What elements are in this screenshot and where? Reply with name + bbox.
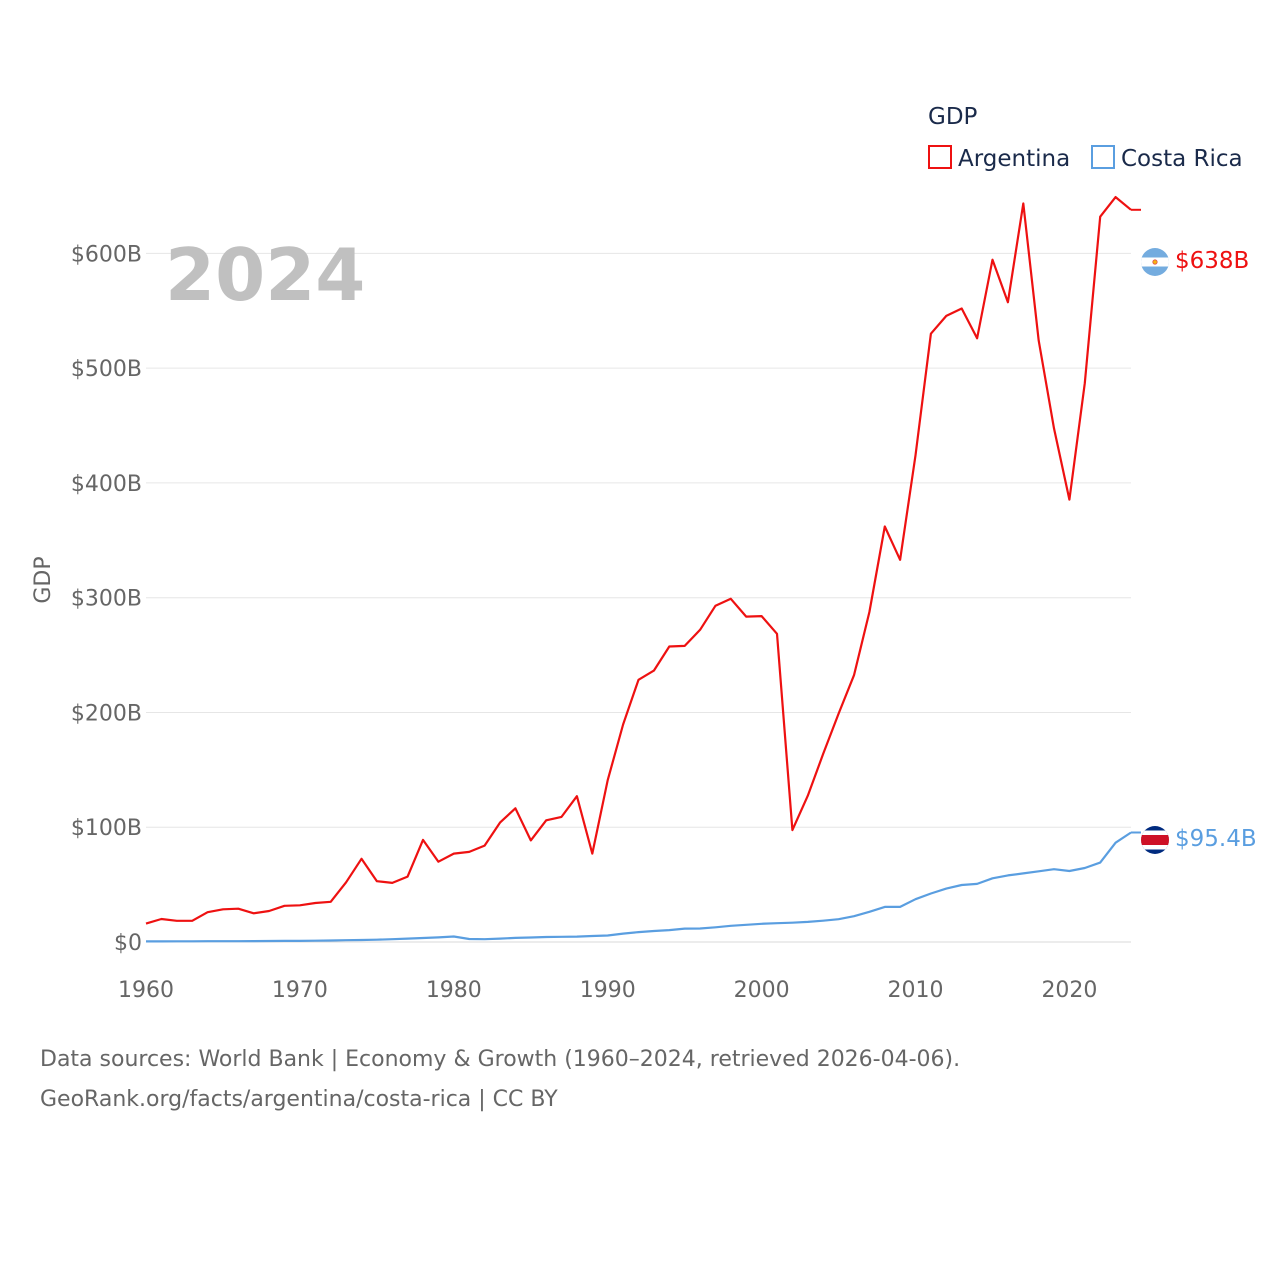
x-tick-label: 1990	[580, 978, 636, 1003]
year-label: 2024	[165, 233, 365, 317]
legend-swatch-argentina[interactable]	[928, 145, 952, 169]
y-axis-title: GDP	[31, 556, 56, 603]
x-tick-label: 2020	[1041, 978, 1097, 1003]
legend: GDP Argentina Costa Rica	[928, 104, 1243, 172]
source-line-2: GeoRank.org/facts/argentina/costa-rica |…	[40, 1087, 558, 1112]
y-tick-label: $600B	[71, 242, 142, 267]
x-tick-label: 1970	[272, 978, 328, 1003]
series-layer	[145, 196, 1141, 943]
x-tick-label: 2000	[734, 978, 790, 1003]
argentina-flag-icon	[1141, 248, 1169, 276]
series-line-costa-rica[interactable]	[146, 831, 1132, 943]
y-axis-ticks: $0 $100B $200B $300B $400B $500B $600B	[71, 242, 142, 956]
x-tick-label: 1960	[118, 978, 174, 1003]
x-tick-label: 2010	[888, 978, 944, 1003]
legend-label-argentina[interactable]: Argentina	[958, 146, 1070, 172]
series-line-argentina[interactable]	[145, 196, 1132, 925]
y-tick-label: $300B	[71, 587, 142, 612]
source-note: Data sources: World Bank | Economy & Gro…	[40, 1040, 960, 1120]
end-label-costa-rica: $95.4B	[1175, 826, 1257, 852]
legend-label-costa-rica[interactable]: Costa Rica	[1121, 146, 1243, 172]
legend-title: GDP	[928, 104, 978, 130]
y-tick-label: $200B	[71, 701, 142, 726]
gdp-line-chart: $0 $100B $200B $300B $400B $500B $600B 1960 197…	[31, 104, 1257, 1003]
end-markers: $638B $95.4B	[1141, 248, 1257, 854]
y-tick-label: $400B	[71, 472, 142, 497]
y-tick-label: $100B	[71, 816, 142, 841]
x-axis-ticks: 1960 1970 1980 1990 2000 2010 2020	[118, 978, 1097, 1003]
costa-rica-flag-icon	[1141, 826, 1169, 854]
end-label-argentina: $638B	[1175, 248, 1249, 274]
x-tick-label: 1980	[426, 978, 482, 1003]
source-line-1: Data sources: World Bank | Economy & Gro…	[40, 1047, 961, 1072]
gridlines	[146, 252, 1131, 943]
y-tick-label: $500B	[71, 357, 142, 382]
y-tick-label: $0	[114, 931, 142, 956]
legend-swatch-costa-rica[interactable]	[1091, 145, 1115, 169]
